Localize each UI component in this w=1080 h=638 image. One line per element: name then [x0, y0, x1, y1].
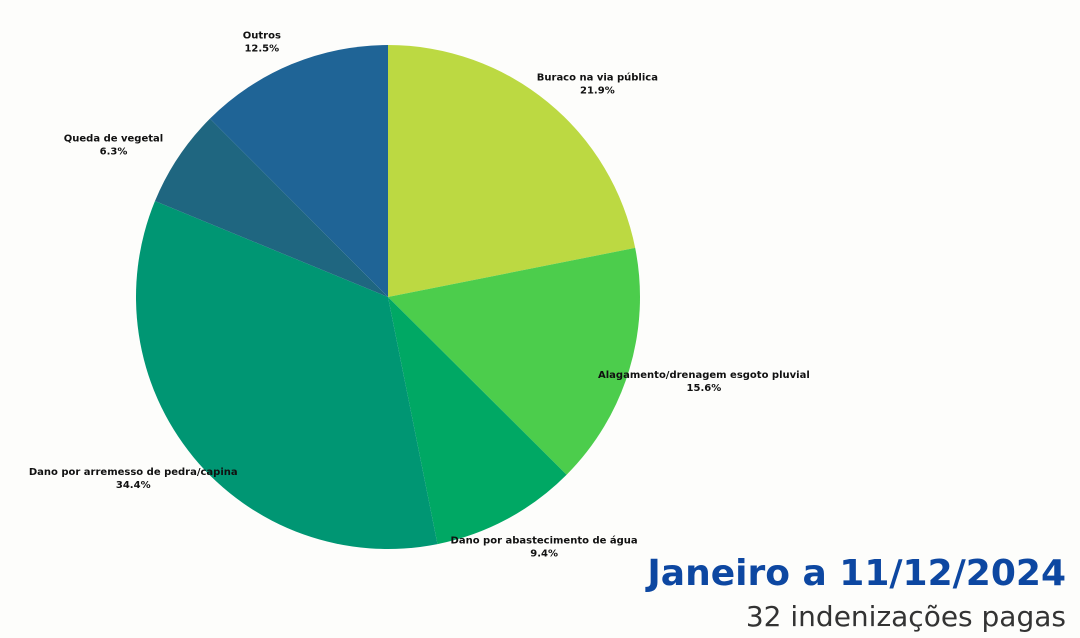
slice-value-label: 9.4% — [530, 549, 558, 560]
pie-slice — [135, 201, 438, 550]
pie-slice — [154, 118, 388, 297]
chart-title: Janeiro a 11/12/2024 — [644, 553, 1066, 594]
pie-slice — [388, 45, 636, 297]
chart-subtitle: 32 indenizações pagas — [746, 600, 1066, 633]
slice-value-label: 12.5% — [244, 43, 279, 54]
pie-slice — [388, 247, 640, 475]
slice-value-label: 15.6% — [687, 383, 722, 394]
slice-value-label: 34.4% — [116, 480, 151, 491]
slice-label: Outros — [243, 30, 281, 41]
slice-value-label: 6.3% — [100, 147, 128, 158]
slice-label: Dano por abastecimento de água — [451, 535, 638, 547]
slice-label: Queda de vegetal — [64, 134, 163, 145]
pie-slice — [388, 297, 567, 545]
slice-label: Buraco na via pública — [537, 72, 658, 84]
slice-label: Alagamento/drenagem esgoto pluvial — [598, 370, 810, 381]
pie-slice — [209, 45, 388, 297]
slice-value-label: 21.9% — [580, 86, 615, 97]
slice-label: Dano por arremesso de pedra/capina — [29, 467, 238, 478]
